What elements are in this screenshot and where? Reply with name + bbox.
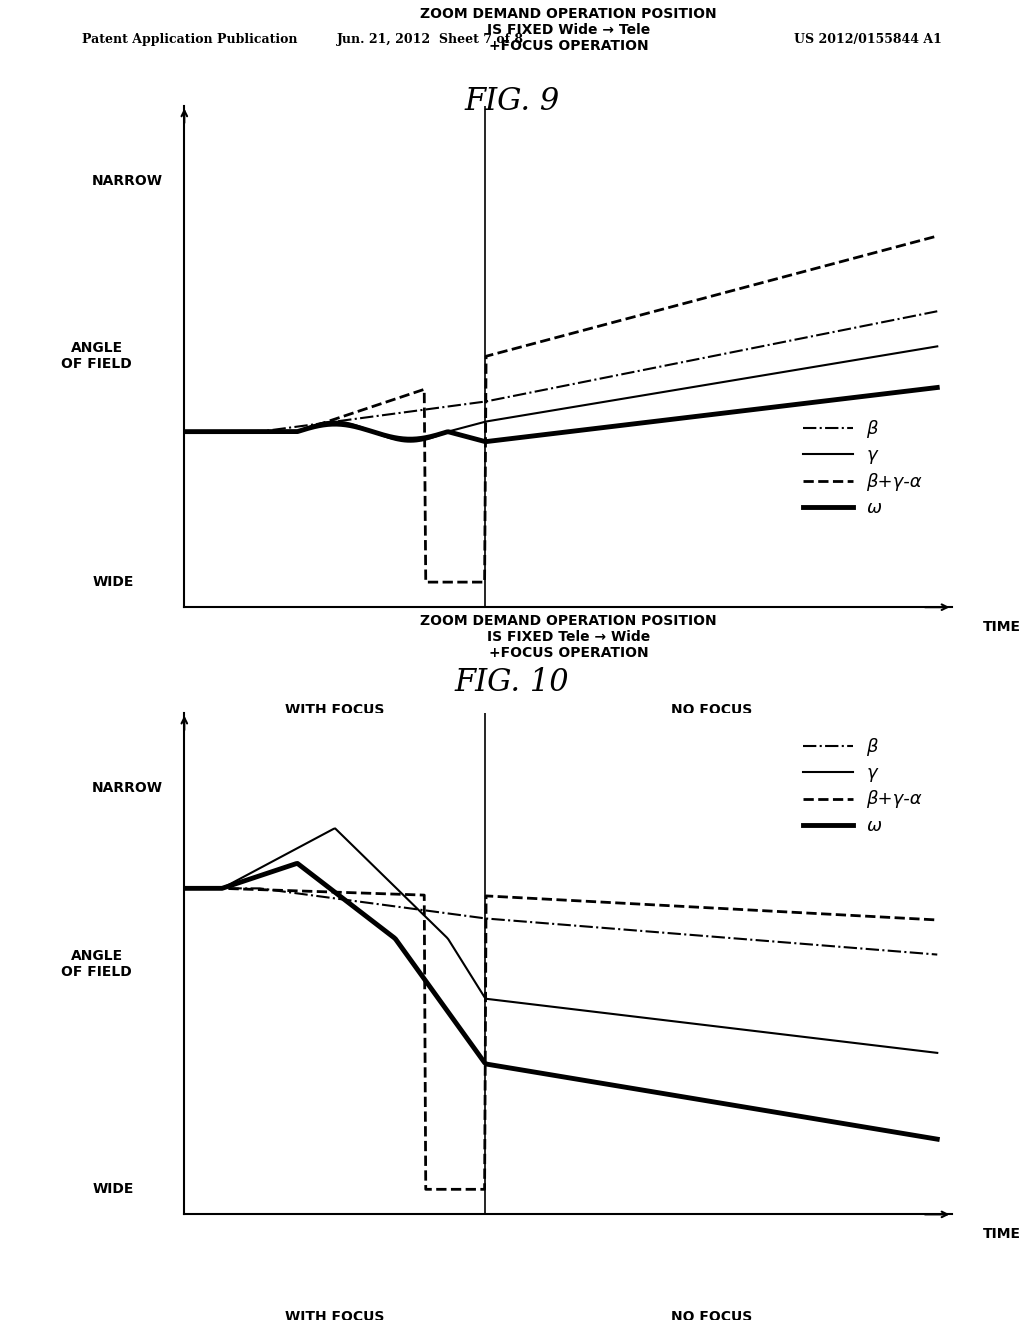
Text: FIG. 9: FIG. 9	[464, 86, 560, 116]
Text: ANGLE
OF FIELD: ANGLE OF FIELD	[61, 342, 132, 371]
Text: TIME: TIME	[983, 620, 1021, 635]
Legend: β, γ, β+γ-α, ω: β, γ, β+γ-α, ω	[797, 731, 929, 841]
Text: WITH FOCUS
OPERATION: WITH FOCUS OPERATION	[286, 702, 385, 733]
Text: NARROW: NARROW	[92, 781, 163, 795]
Text: NARROW: NARROW	[92, 174, 163, 187]
Text: Patent Application Publication: Patent Application Publication	[82, 33, 297, 46]
Title: ZOOM DEMAND OPERATION POSITION
IS FIXED Tele → Wide
+FOCUS OPERATION: ZOOM DEMAND OPERATION POSITION IS FIXED …	[420, 614, 717, 660]
Text: ANGLE
OF FIELD: ANGLE OF FIELD	[61, 949, 132, 978]
Text: NO FOCUS
OPERATION: NO FOCUS OPERATION	[667, 1309, 757, 1320]
Text: WIDE: WIDE	[92, 576, 133, 589]
Text: WITH FOCUS
OPERATION: WITH FOCUS OPERATION	[286, 1309, 385, 1320]
Text: FIG. 10: FIG. 10	[455, 667, 569, 697]
Title: ZOOM DEMAND OPERATION POSITION
IS FIXED Wide → Tele
+FOCUS OPERATION: ZOOM DEMAND OPERATION POSITION IS FIXED …	[420, 7, 717, 53]
Text: TIME: TIME	[983, 1228, 1021, 1242]
Legend: β, γ, β+γ-α, ω: β, γ, β+γ-α, ω	[797, 413, 929, 524]
Text: Jun. 21, 2012  Sheet 7 of 8: Jun. 21, 2012 Sheet 7 of 8	[337, 33, 523, 46]
Text: US 2012/0155844 A1: US 2012/0155844 A1	[795, 33, 942, 46]
Text: WIDE: WIDE	[92, 1183, 133, 1196]
Text: NO FOCUS
OPERATION: NO FOCUS OPERATION	[667, 702, 757, 733]
